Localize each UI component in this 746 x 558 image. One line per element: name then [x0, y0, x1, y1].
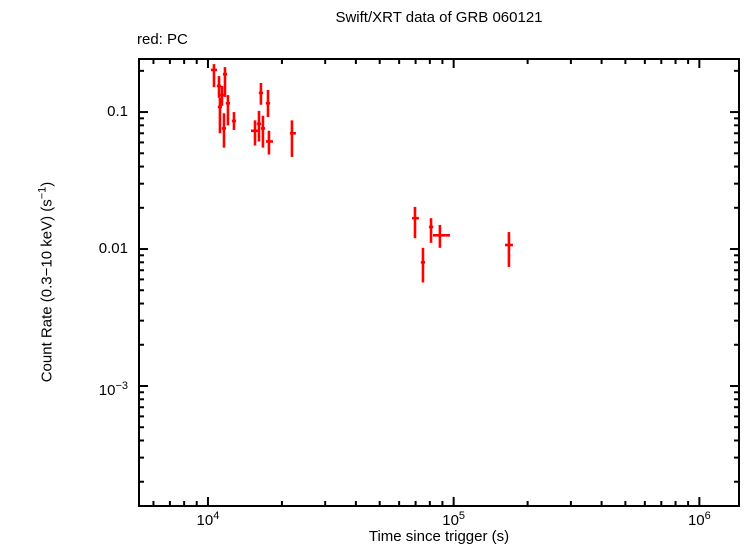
x-axis-label: Time since trigger (s)	[368, 528, 510, 545]
x-tick-label: 104	[196, 510, 220, 529]
y-tick-label: 0.01	[98, 240, 128, 258]
chart-title: Swift/XRT data of GRB 060121	[335, 9, 543, 26]
y-tick-label: 0.1	[107, 103, 128, 121]
x-tick-label: 105	[442, 510, 466, 529]
y-tick-label: 10−3	[98, 379, 128, 399]
x-tick-label: 106	[687, 510, 711, 529]
legend-pc-mode: red: PC	[137, 31, 188, 48]
